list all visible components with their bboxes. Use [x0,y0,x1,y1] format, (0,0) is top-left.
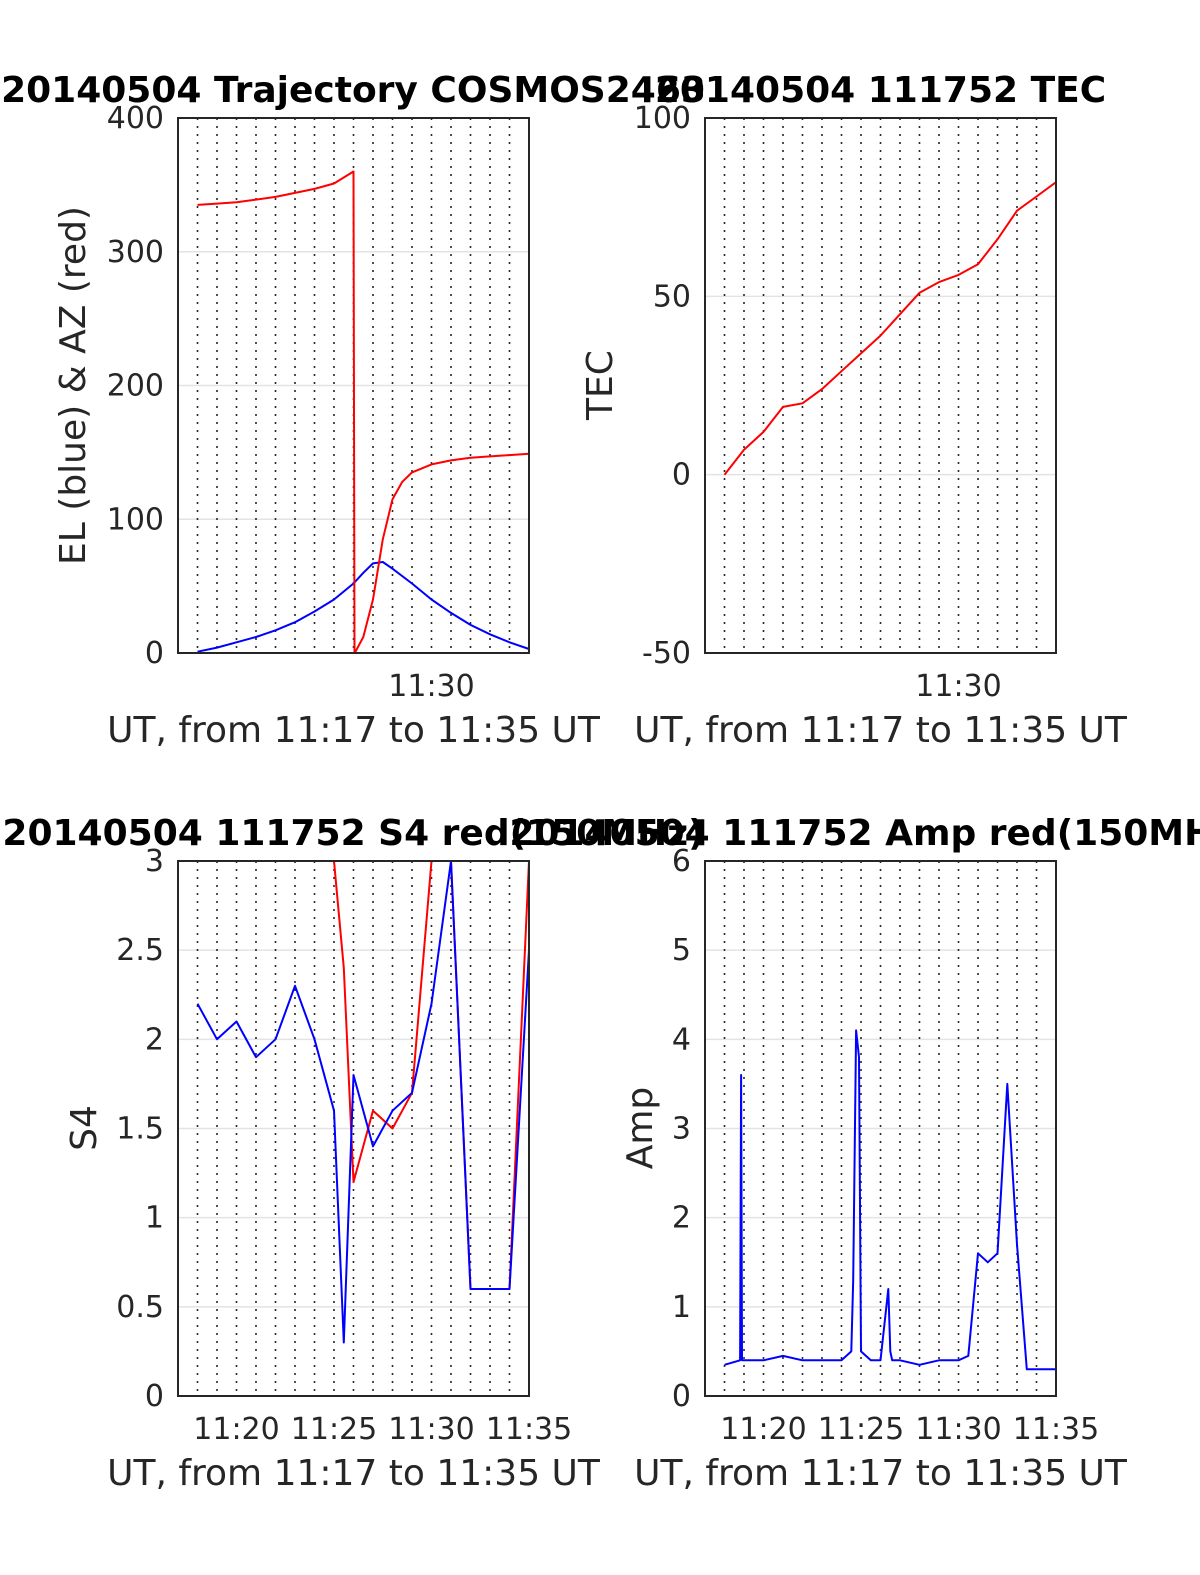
series-line-az [197,170,530,654]
chart-title: 20140504 111752 TEC [655,70,1106,111]
series-line-red [197,860,530,1290]
y-axis-label: TEC [580,350,621,421]
y-tick-label: 1 [672,1290,691,1325]
y-tick-label: 2 [145,1022,164,1057]
y-axis-label: EL (blue) & AZ (red) [53,206,94,565]
y-tick-label: 4 [672,1022,691,1057]
y-axis-label: Amp [620,1087,661,1170]
x-axis-label: UT, from 11:17 to 11:35 UT [634,1453,1128,1494]
y-axis-label: S4 [64,1105,105,1151]
y-tick-label: 2.5 [116,933,164,968]
y-tick-label: 400 [107,101,164,136]
axes-box [704,117,1057,654]
y-tick-label: 300 [107,235,164,270]
y-tick-label: 0 [672,458,691,493]
y-tick-label: -50 [642,636,691,671]
x-tick-label: 11:20 [193,1412,279,1447]
y-tick-label: 0 [145,636,164,671]
y-tick-label: 5 [672,933,691,968]
y-tick-label: 3 [672,1112,691,1147]
series-line-amp [724,1029,1056,1371]
x-tick-label: 11:30 [388,669,474,704]
chart-panel-1: 0 100 200 300 400 11:30 UT, from 11:17 to 11:3… [1,70,706,751]
chart-panel-2: -50 0 50 100 11:30 UT, from 11:17 to 11:35 UT… [580,70,1128,751]
chart-panel-3: 0 0.5 1 1.5 2 2.5 3 11:20 11:25 11:30 11:35 UT, fro… [2,813,704,1494]
x-tick-label: 11:30 [915,669,1001,704]
y-tick-label: 1 [145,1201,164,1236]
y-tick-label: 0 [672,1379,691,1414]
chart-panel-4: 0 1 2 3 4 5 6 11:20 11:25 11:30 11:35 UT, from 11:1… [509,813,1200,1494]
x-tick-label: 11:25 [291,1412,377,1447]
y-tick-label: 2 [672,1201,691,1236]
y-tick-label: 1.5 [116,1112,164,1147]
y-tick-label: 6 [672,844,691,879]
y-tick-label: 0 [145,1379,164,1414]
chart-title: 20140504 111752 Amp red(150MHz) [509,813,1200,854]
x-tick-label: 11:30 [388,1412,474,1447]
x-tick-label: 11:35 [486,1412,572,1447]
axes-box [177,117,530,654]
y-tick-label: 50 [653,279,691,314]
x-axis-label: UT, from 11:17 to 11:35 UT [107,1453,601,1494]
x-tick-label: 11:35 [1013,1412,1099,1447]
chart-title: 20140504 Trajectory COSMOS2463 [1,70,706,111]
y-tick-label: 100 [634,101,691,136]
y-tick-label: 100 [107,502,164,537]
x-axis-label: UT, from 11:17 to 11:35 UT [107,710,601,751]
chart-title: 20140504 111752 S4 red(150MHz) [2,813,704,854]
y-tick-label: 3 [145,844,164,879]
y-tick-label: 0.5 [116,1290,164,1325]
y-tick-label: 200 [107,369,164,404]
series-line-el [197,561,530,653]
axes-box [177,860,530,1397]
series-line-blue [196,860,530,1344]
series-line-tec [723,181,1057,476]
x-axis-label: UT, from 11:17 to 11:35 UT [634,710,1128,751]
x-tick-label: 11:30 [915,1412,1001,1447]
axes-box [704,860,1057,1397]
x-tick-label: 11:20 [720,1412,806,1447]
x-tick-label: 11:25 [818,1412,904,1447]
